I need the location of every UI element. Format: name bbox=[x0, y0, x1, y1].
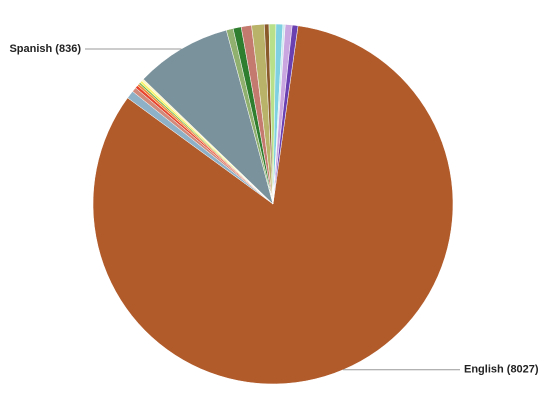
slice-label: English (8027) bbox=[464, 364, 539, 376]
pie-slice bbox=[142, 29, 274, 205]
pie-slice bbox=[272, 24, 299, 205]
slice-label: Spanish (836) bbox=[9, 43, 81, 55]
